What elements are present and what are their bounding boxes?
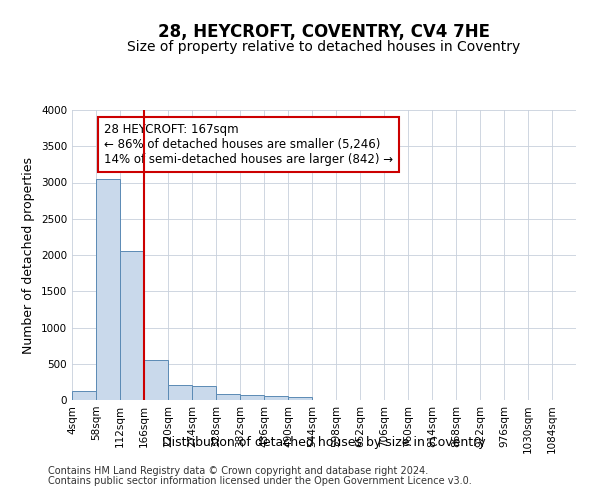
Y-axis label: Number of detached properties: Number of detached properties <box>22 156 35 354</box>
Bar <box>216 394 240 400</box>
Bar <box>240 394 264 400</box>
Text: 28, HEYCROFT, COVENTRY, CV4 7HE: 28, HEYCROFT, COVENTRY, CV4 7HE <box>158 22 490 40</box>
Bar <box>264 396 288 400</box>
Bar <box>288 396 312 400</box>
Text: Size of property relative to detached houses in Coventry: Size of property relative to detached ho… <box>127 40 521 54</box>
Bar <box>144 360 168 400</box>
Text: Distribution of detached houses by size in Coventry: Distribution of detached houses by size … <box>162 436 486 449</box>
Text: Contains HM Land Registry data © Crown copyright and database right 2024.: Contains HM Land Registry data © Crown c… <box>48 466 428 476</box>
Text: 28 HEYCROFT: 167sqm
← 86% of detached houses are smaller (5,246)
14% of semi-det: 28 HEYCROFT: 167sqm ← 86% of detached ho… <box>104 123 392 166</box>
Bar <box>72 390 96 400</box>
Bar <box>192 386 216 400</box>
Bar <box>96 179 120 400</box>
Bar <box>168 385 192 400</box>
Bar <box>120 252 144 400</box>
Text: Contains public sector information licensed under the Open Government Licence v3: Contains public sector information licen… <box>48 476 472 486</box>
